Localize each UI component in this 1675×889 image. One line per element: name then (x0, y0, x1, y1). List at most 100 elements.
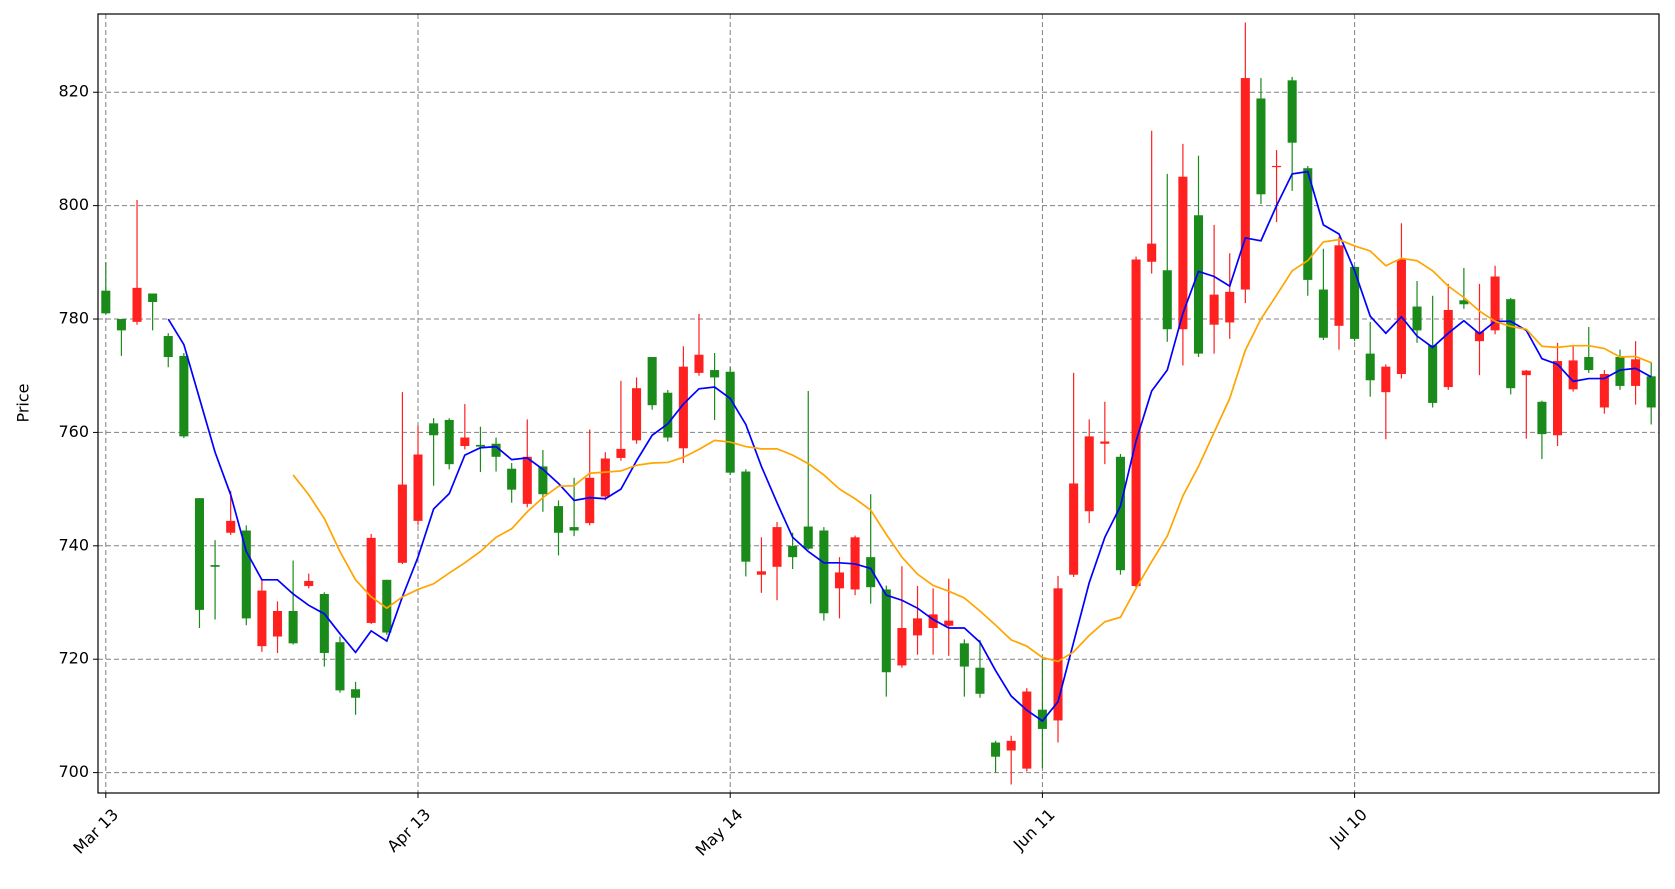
candle-body (1287, 80, 1297, 143)
candle-body (257, 590, 267, 647)
candle-body (444, 419, 454, 465)
candle-body (897, 628, 907, 666)
candle-body (101, 290, 111, 314)
candle-body (1553, 360, 1563, 436)
candle-body (834, 572, 845, 589)
candle-body (1490, 276, 1500, 331)
candle-body (819, 530, 829, 614)
candle-body (1474, 331, 1485, 342)
candle-body (991, 742, 1001, 757)
candle-body (866, 557, 876, 588)
candle-body (788, 545, 798, 558)
candle-body (553, 506, 564, 533)
candle-body (397, 484, 407, 563)
candle-body (1209, 294, 1219, 325)
candle-body (1147, 243, 1157, 262)
x-tick-label: Jul 10 (1325, 805, 1371, 851)
candle-body (507, 468, 517, 490)
candle-body (569, 527, 579, 531)
candle-body (1256, 98, 1266, 195)
candle-body (1037, 709, 1047, 729)
y-tick-label: 800 (58, 195, 89, 214)
x-tick-label: Mar 13 (69, 805, 122, 858)
candle-body (1053, 588, 1063, 721)
moving-average-line (292, 238, 1652, 663)
candle-body (1303, 168, 1313, 280)
candle-body (272, 611, 283, 637)
candle-body (1115, 456, 1125, 571)
y-tick-label: 700 (58, 762, 89, 781)
y-tick-label: 740 (58, 535, 89, 554)
candle-body (1022, 691, 1032, 769)
candle-body (210, 565, 220, 567)
candle-body (585, 477, 595, 524)
candle-body (491, 443, 501, 457)
x-tick-label: Apr 13 (383, 805, 434, 856)
candle-body (241, 530, 251, 619)
candle-body (1599, 374, 1609, 408)
candle-body (1334, 245, 1344, 326)
candle-body (366, 537, 376, 623)
candle-body (382, 579, 392, 633)
candle-body (179, 355, 189, 437)
candle-body (663, 392, 673, 438)
candle-body (1615, 357, 1625, 386)
candle-body (429, 423, 439, 436)
candle-body (522, 456, 532, 504)
candle-body (678, 366, 688, 449)
candle-body (944, 620, 954, 626)
candle-body (335, 642, 345, 691)
candle-body (600, 458, 610, 497)
candle-body (148, 293, 158, 303)
candle-body (413, 454, 423, 521)
candle-body (1272, 165, 1282, 168)
candle-body (881, 589, 891, 673)
candle-body (304, 580, 314, 587)
moving-average-line (167, 170, 1652, 723)
candle-body (959, 643, 969, 667)
candle-body (1537, 401, 1547, 435)
candle-body (538, 466, 548, 495)
x-tick-label: May 14 (692, 805, 747, 860)
candle-body (912, 618, 923, 636)
candle-body (319, 593, 329, 653)
candle-body (163, 336, 173, 358)
candle-body (1521, 370, 1531, 376)
candle-body (132, 287, 142, 322)
candle-body (475, 444, 485, 447)
candle-body (632, 388, 642, 441)
candle-body (1365, 353, 1375, 381)
candle-body (647, 357, 657, 406)
x-tick-label: Jun 11 (1009, 805, 1059, 855)
candle-body (616, 448, 626, 458)
candle-body (288, 611, 298, 644)
candle-body (226, 520, 236, 533)
candle-body (1428, 345, 1438, 403)
y-tick-label: 780 (58, 309, 89, 328)
candle-body (1584, 357, 1594, 371)
candle-body (1131, 259, 1141, 587)
candle-body (975, 667, 985, 694)
candle-body (1381, 366, 1391, 393)
candle-body (1069, 483, 1079, 575)
candle-body (1225, 291, 1235, 323)
candle-body (710, 370, 720, 378)
y-tick-label: 820 (58, 82, 89, 101)
candle-body (1100, 441, 1110, 444)
candle-body (772, 527, 782, 567)
candle-body (1443, 309, 1453, 388)
plot-frame (97, 13, 1660, 794)
candle-body (1318, 289, 1328, 338)
candle-body (1162, 270, 1172, 330)
candle-body (725, 371, 735, 473)
candle-body (1240, 78, 1250, 290)
y-tick-label: 760 (58, 422, 89, 441)
candle-body (1006, 740, 1016, 751)
candle-body (1178, 176, 1188, 330)
candle-body (1631, 359, 1641, 386)
y-tick-label: 720 (58, 649, 89, 668)
candle-body (694, 354, 704, 373)
candle-body (741, 471, 751, 562)
candle-body (1459, 300, 1469, 305)
